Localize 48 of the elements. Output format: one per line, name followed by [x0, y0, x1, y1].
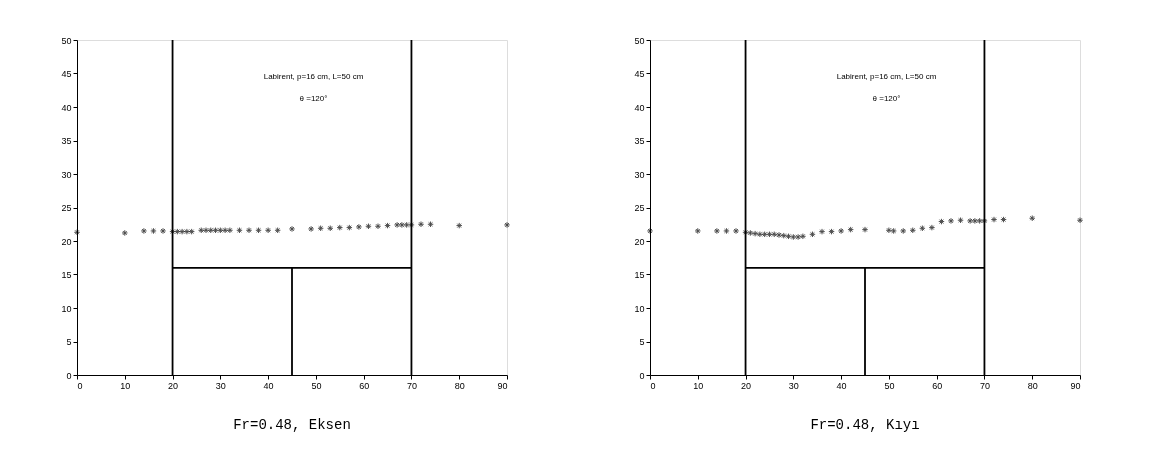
- y-tick-label: 40: [634, 102, 645, 113]
- x-tick-label: 60: [932, 380, 943, 391]
- y-tick-label: 15: [634, 270, 645, 280]
- y-tick-label: 5: [66, 337, 72, 347]
- annotation: Labirent, p=16 cm, L=50 cm: [836, 71, 937, 81]
- y-tick-label: 35: [634, 136, 645, 146]
- x-tick-label: 80: [1027, 380, 1038, 391]
- x-tick-label: 10: [120, 380, 131, 391]
- y-tick-label: 25: [634, 203, 645, 213]
- y-tick-label: 25: [61, 203, 72, 213]
- y-tick-label: 20: [61, 236, 72, 247]
- x-tick-label: 70: [979, 380, 990, 391]
- y-tick-label: 10: [61, 303, 72, 314]
- x-tick-label: 40: [836, 380, 847, 391]
- x-tick-label: 90: [1070, 380, 1081, 391]
- y-tick-label: 15: [61, 270, 72, 280]
- y-tick-label: 0: [66, 370, 72, 381]
- y-tick-label: 30: [634, 169, 645, 180]
- x-tick-label: 0: [77, 380, 83, 391]
- annotation: θ =120°: [299, 93, 328, 103]
- x-tick-label: 50: [884, 380, 895, 391]
- y-tick-label: 5: [639, 337, 645, 347]
- y-tick-label: 50: [634, 35, 645, 46]
- x-tick-label: 30: [215, 380, 226, 391]
- x-tick-label: 30: [788, 380, 799, 391]
- y-tick-label: 20: [634, 236, 645, 247]
- x-tick-label: 0: [650, 380, 656, 391]
- x-tick-label: 70: [406, 380, 417, 391]
- x-tick-label: 90: [497, 380, 508, 391]
- y-tick-label: 45: [61, 69, 72, 79]
- x-tick-label: 80: [454, 380, 465, 391]
- x-tick-label: 20: [168, 380, 179, 391]
- x-tick-label: 10: [693, 380, 704, 391]
- text: Fr=0.48, Eksen: [233, 417, 351, 433]
- y-tick-label: 50: [61, 35, 72, 46]
- y-tick-label: 40: [61, 102, 72, 113]
- y-tick-label: 30: [61, 169, 72, 180]
- x-tick-label: 20: [741, 380, 752, 391]
- x-tick-label: 40: [263, 380, 274, 391]
- annotation: Labirent, p=16 cm, L=50 cm: [263, 71, 364, 81]
- y-tick-label: 45: [634, 69, 645, 79]
- y-tick-label: 0: [639, 370, 645, 381]
- annotation: θ =120°: [872, 93, 901, 103]
- x-tick-label: 50: [311, 380, 322, 391]
- x-tick-label: 60: [359, 380, 370, 391]
- text: Fr=0.48, Kıyı: [810, 417, 920, 433]
- y-tick-label: 10: [634, 303, 645, 314]
- y-tick-label: 35: [61, 136, 72, 146]
